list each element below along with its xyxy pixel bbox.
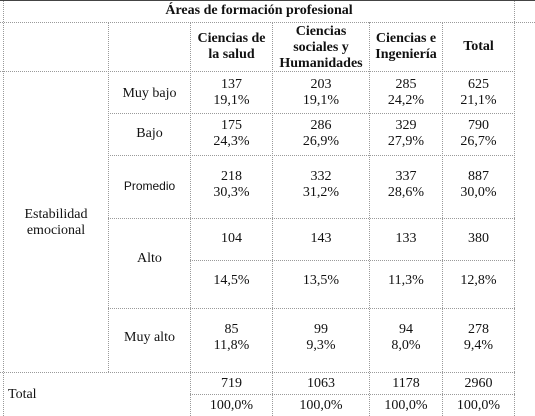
table-cell: 104 (221, 231, 242, 246)
column-header: Ciencias de la salud (197, 31, 266, 62)
table-cell: 380 (468, 231, 489, 246)
table-border-left (3, 0, 4, 416)
table-cell: 337 28,6% (387, 169, 425, 200)
table-cell: 218 30,3% (213, 169, 250, 200)
header-rule (0, 71, 515, 72)
table-cell: 12,8% (460, 273, 497, 288)
column-divider (108, 22, 109, 372)
table-cell: 278 9,4% (463, 322, 494, 353)
total-cell: 1063 (307, 376, 335, 391)
title-rule (0, 22, 535, 23)
table-cell: 332 31,2% (302, 169, 340, 200)
column-divider (190, 22, 191, 416)
total-label: Total (8, 387, 37, 402)
table-cell: 94 8,0% (391, 322, 421, 353)
table-cell: 99 9,3% (306, 322, 336, 353)
table-border-right (514, 0, 515, 416)
column-header: Ciencias e Ingeniería (375, 31, 437, 62)
total-cell: 100,0% (299, 398, 343, 413)
table-cell: 329 27,9% (387, 118, 425, 149)
table-cell: 175 24,3% (213, 118, 250, 149)
group-label: Estabilidad emocional (24, 207, 88, 238)
row-label: Bajo (136, 126, 163, 141)
row-rule (108, 155, 515, 156)
table-cell: 11,3% (388, 273, 424, 288)
total-cell: 1178 (392, 376, 420, 391)
table-cell: 286 26,9% (302, 118, 340, 149)
row-label: Alto (137, 251, 162, 266)
row-label: Muy bajo (122, 86, 177, 101)
table-cell: 203 19,1% (302, 77, 340, 108)
table-cell: 13,5% (302, 273, 340, 288)
top-rule (0, 0, 535, 1)
table-cell: 625 21,1% (460, 77, 497, 108)
table-cell: 887 30,0% (460, 169, 497, 200)
column-header: Ciencias sociales y Humanidades (279, 24, 363, 71)
column-divider (272, 22, 273, 416)
table-cell: 143 (310, 231, 332, 246)
total-cell: 2960 (464, 376, 493, 391)
row-rule (108, 308, 515, 309)
column-header: Total (463, 39, 494, 54)
table-cell: 285 24,2% (387, 77, 425, 108)
table-cell: 133 (395, 231, 417, 246)
row-label: Muy alto (124, 330, 175, 345)
table-cell: 85 11,8% (213, 322, 250, 353)
column-divider (442, 22, 443, 416)
row-label: Promedio (123, 179, 176, 193)
row-rule (190, 260, 515, 261)
table-cell: 790 26,7% (460, 118, 497, 149)
table-cell: 14,5% (213, 273, 250, 288)
column-divider (369, 22, 370, 416)
total-cell: 719 (221, 376, 242, 391)
row-rule (108, 113, 515, 114)
table-cell: 137 19,1% (213, 77, 250, 108)
total-inner-rule (190, 394, 515, 395)
total-cell: 100,0% (456, 398, 501, 413)
row-rule (108, 218, 515, 219)
total-cell: 100,0% (209, 398, 254, 413)
total-cell: 100,0% (384, 398, 428, 413)
total-rule (0, 372, 515, 373)
table-title: Áreas de formación profesional (165, 3, 353, 18)
